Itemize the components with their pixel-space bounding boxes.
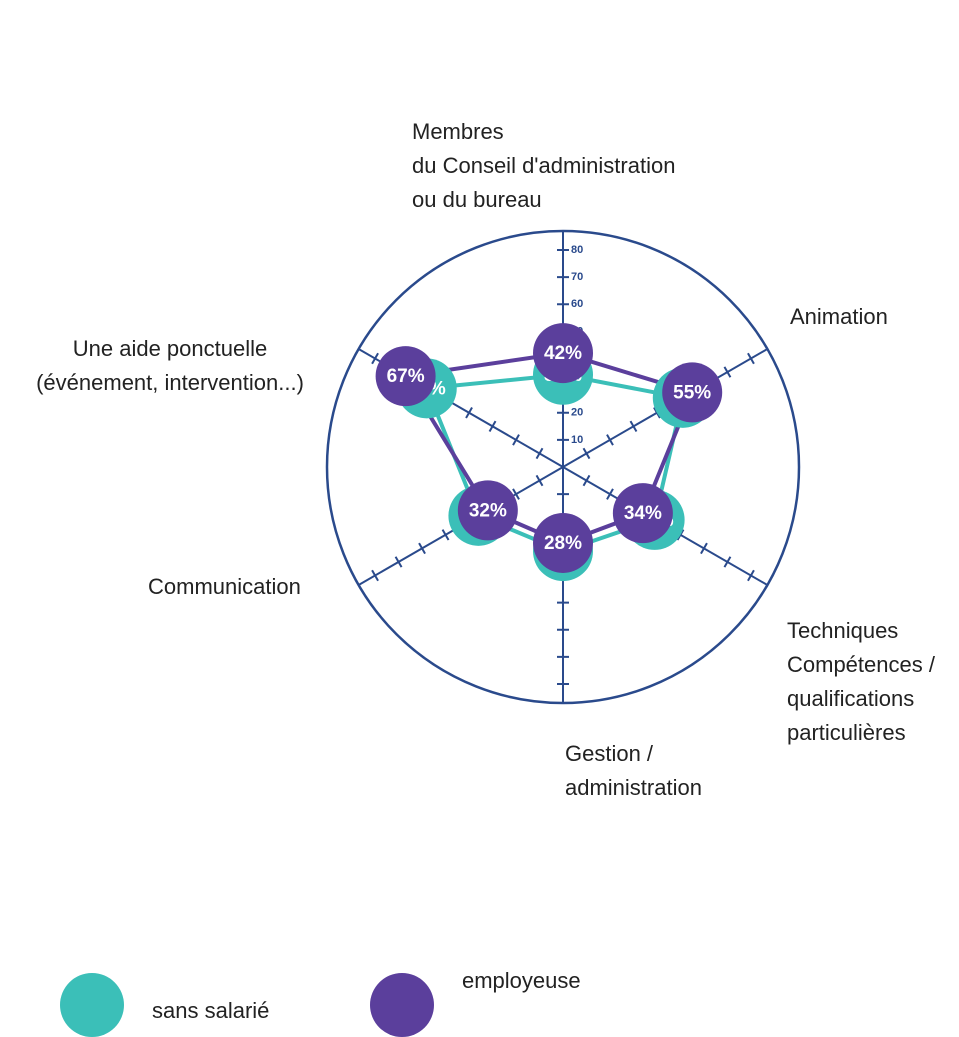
category-label: Gestion / bbox=[565, 741, 654, 766]
tick-mark bbox=[371, 352, 379, 365]
tick-mark bbox=[371, 569, 379, 582]
category-label: particulières bbox=[787, 720, 906, 745]
tick-mark bbox=[535, 447, 544, 460]
tick-mark bbox=[512, 488, 520, 500]
category-label: qualifications bbox=[787, 686, 914, 711]
category-label: ou du bureau bbox=[412, 187, 542, 212]
legend-swatch bbox=[60, 973, 124, 1037]
legend-label: employeuse bbox=[462, 968, 581, 993]
tick-mark bbox=[723, 366, 732, 378]
category-label: Compétences / bbox=[787, 652, 936, 677]
value-label: 28% bbox=[544, 533, 582, 554]
category-label: Techniques bbox=[787, 618, 898, 643]
tick-mark bbox=[582, 447, 591, 460]
tick-label: 10 bbox=[571, 434, 583, 446]
category-label: administration bbox=[565, 775, 702, 800]
category-label: du Conseil d'administration bbox=[412, 153, 675, 178]
tick-mark bbox=[606, 434, 614, 446]
tick-label: 70 bbox=[571, 271, 583, 283]
tick-mark bbox=[441, 529, 450, 541]
value-bubble bbox=[612, 483, 673, 544]
category-label: Membres bbox=[412, 119, 504, 144]
value-label: 42% bbox=[544, 343, 582, 364]
tick-mark bbox=[747, 352, 755, 365]
tick-mark bbox=[535, 474, 544, 487]
tick-label: 80 bbox=[571, 244, 583, 256]
category-label: Animation bbox=[790, 304, 888, 329]
category-label: Communication bbox=[148, 574, 301, 599]
tick-mark bbox=[747, 569, 755, 582]
tick-mark bbox=[418, 542, 426, 555]
tick-mark bbox=[606, 488, 614, 500]
tick-label: 20 bbox=[571, 407, 583, 419]
value-label: 67% bbox=[387, 366, 425, 387]
value-bubble bbox=[533, 512, 593, 573]
tick-mark bbox=[700, 542, 708, 555]
tick-mark bbox=[629, 420, 638, 433]
value-bubble bbox=[662, 362, 723, 423]
value-bubble bbox=[457, 480, 518, 541]
tick-label: 60 bbox=[571, 298, 583, 310]
value-label: 32% bbox=[469, 500, 507, 521]
legend-swatch bbox=[370, 973, 434, 1037]
tick-mark bbox=[465, 407, 473, 419]
category-label: (événement, intervention...) bbox=[36, 370, 304, 395]
value-label: 55% bbox=[673, 382, 711, 403]
tick-mark bbox=[723, 556, 732, 568]
tick-mark bbox=[394, 556, 403, 568]
tick-mark bbox=[582, 474, 591, 487]
value-bubble bbox=[375, 346, 436, 407]
tick-mark bbox=[512, 434, 520, 446]
category-label: Une aide ponctuelle bbox=[73, 336, 267, 361]
value-bubble bbox=[533, 323, 593, 384]
tick-mark bbox=[488, 420, 497, 433]
value-label: 34% bbox=[624, 503, 662, 524]
legend-label: sans salarié bbox=[152, 998, 269, 1023]
